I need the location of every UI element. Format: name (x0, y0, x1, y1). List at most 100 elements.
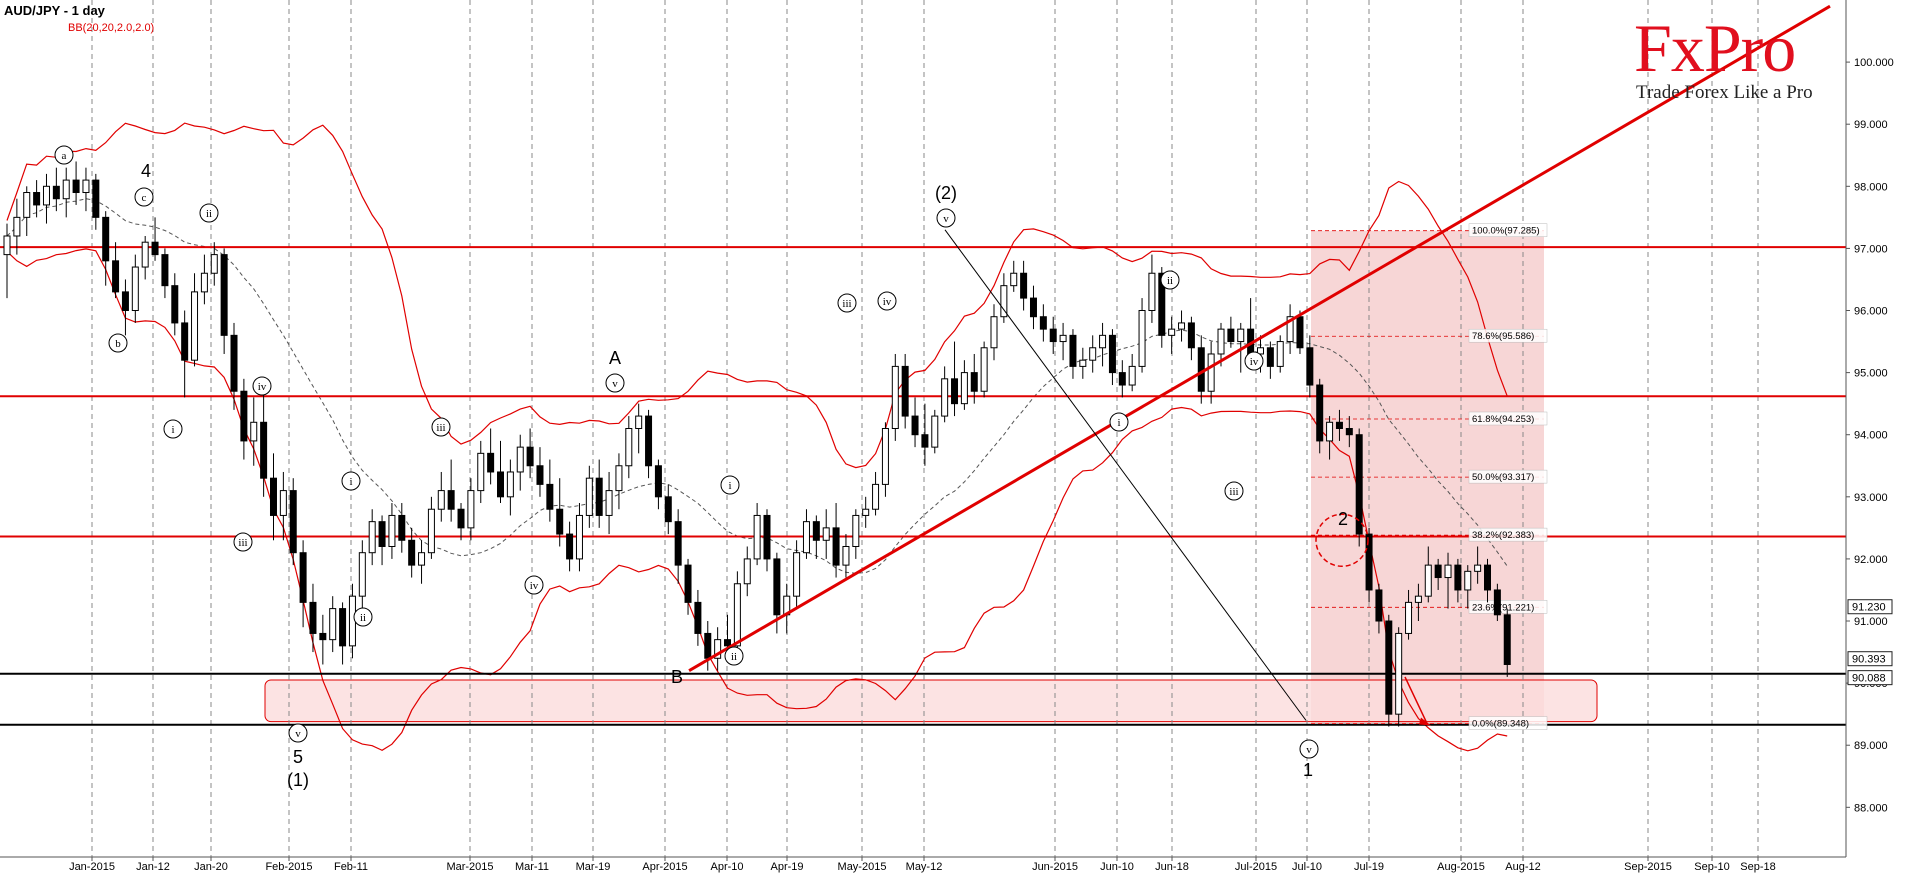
fib-label: 61.8%(94.253) (1472, 414, 1534, 425)
wave-label-text: 1 (1303, 760, 1313, 780)
candle-body (1385, 620, 1393, 715)
candle-body (72, 179, 80, 194)
y-tick-label: 91.000 (1854, 616, 1888, 628)
candle-body (418, 552, 426, 566)
wave-label-text: A (609, 348, 621, 368)
price-label: 90.393 (1852, 654, 1886, 666)
candle-body (674, 521, 682, 566)
x-tick-label: Jan-12 (136, 861, 170, 873)
x-tick-label: Aug-2015 (1437, 861, 1485, 873)
candle-body (980, 347, 988, 392)
candle-body (1484, 564, 1491, 591)
candle-body (1089, 347, 1097, 361)
wave-label-ring (134, 187, 154, 207)
wave-label-ring (1299, 739, 1319, 759)
wave-label-ring (233, 532, 253, 552)
candle-body (269, 477, 277, 516)
fib-label-box (1468, 328, 1548, 343)
candle-body (1099, 334, 1107, 349)
grid-layer (91, 0, 1759, 857)
wave-label-v: v (1299, 739, 1319, 759)
candle-body (901, 365, 909, 417)
candle-body (121, 291, 129, 312)
wave-label-text: 2 (1338, 509, 1348, 529)
candle-body (497, 471, 504, 498)
candle-body (664, 496, 672, 523)
wave-label-iii: iii (431, 417, 451, 437)
x-tick-label: Jun-2015 (1032, 861, 1078, 873)
wave-label-text: a (62, 150, 67, 162)
wave-label-text: (1) (287, 770, 309, 790)
candle-body (566, 533, 574, 560)
candle-body (862, 508, 870, 516)
x-tick-label: May-12 (906, 861, 943, 873)
wave-label-text: i (171, 424, 174, 436)
candle-body (42, 185, 50, 206)
wave-label-text: i (728, 480, 731, 492)
fib-label-box (1468, 527, 1548, 542)
fib-label: 50.0%(93.317) (1472, 472, 1534, 483)
candle-body (1424, 564, 1432, 597)
x-tick-label: Jan-20 (194, 861, 228, 873)
candle-body (467, 490, 475, 529)
candle-body (437, 490, 445, 510)
candle-body (368, 521, 376, 554)
x-tick-label: Sep-2015 (1624, 861, 1672, 873)
candle-body (52, 185, 60, 200)
candle-body (970, 372, 978, 392)
candle-body (960, 372, 968, 405)
fib-label: 100.0%(97.285) (1472, 226, 1540, 237)
candle-body (1256, 347, 1264, 355)
wave-label-text: 4 (141, 161, 151, 181)
candle-body (102, 216, 110, 262)
x-tick-label: Feb-11 (334, 861, 368, 873)
candle-body (585, 477, 593, 516)
brand-logo: FxPro Trade Forex Like a Pro (1634, 8, 1834, 103)
chart-title: AUD/JPY - 1 day (4, 3, 105, 18)
candle-body (1069, 334, 1077, 367)
candle-body (1227, 328, 1235, 343)
candle-body (1464, 570, 1472, 591)
fib-label-box (1468, 716, 1548, 730)
candle-body (191, 291, 199, 361)
candle-body (891, 365, 899, 430)
wave-label-ring (720, 475, 740, 495)
wave-label-text: c (142, 192, 147, 204)
wave-label-iii: iii (837, 293, 857, 313)
wave-connector-line (944, 229, 1307, 721)
price-label: 90.088 (1852, 673, 1886, 685)
wave-label-i: i (341, 471, 361, 491)
wave-label-B: B (671, 667, 683, 687)
x-tick-label: Jun-10 (1100, 861, 1134, 873)
horizontal-levels: 100.0%(97.285) 78.6%(95.586) 61.8%(94.253)… (0, 223, 1846, 730)
wave-label-text: 5 (293, 747, 303, 767)
wave-label-ring (1224, 481, 1244, 501)
wave-label-ring (936, 208, 956, 228)
candle-body (802, 521, 810, 554)
logo-wordmark: FxPro (1634, 10, 1796, 86)
trendlines (688, 4, 1831, 726)
candle-body (763, 514, 771, 560)
wave-label-ring (288, 723, 308, 743)
x-tick-label: Aug-12 (1505, 861, 1540, 873)
wave-label-iv: iv (1244, 351, 1264, 371)
candle-body (1375, 589, 1383, 622)
candle-body (220, 254, 228, 336)
candle-body (1178, 322, 1186, 330)
candle-body (773, 558, 781, 616)
candle-body (171, 285, 179, 324)
candle-body (447, 490, 455, 510)
candle-body (704, 632, 712, 659)
x-tick-label: Mar-2015 (446, 861, 493, 873)
candle-body (329, 608, 337, 641)
candle-body (1405, 601, 1413, 634)
candle-body (753, 514, 761, 560)
candle-body (1010, 272, 1018, 287)
candle-body (951, 378, 959, 405)
wave-label-ring (837, 293, 857, 313)
candle-body (398, 514, 406, 541)
wave-label-ring (431, 417, 451, 437)
x-tick-label: Apr-2015 (642, 861, 687, 873)
candle-body (793, 552, 801, 597)
wave-label-i: i (720, 475, 740, 495)
